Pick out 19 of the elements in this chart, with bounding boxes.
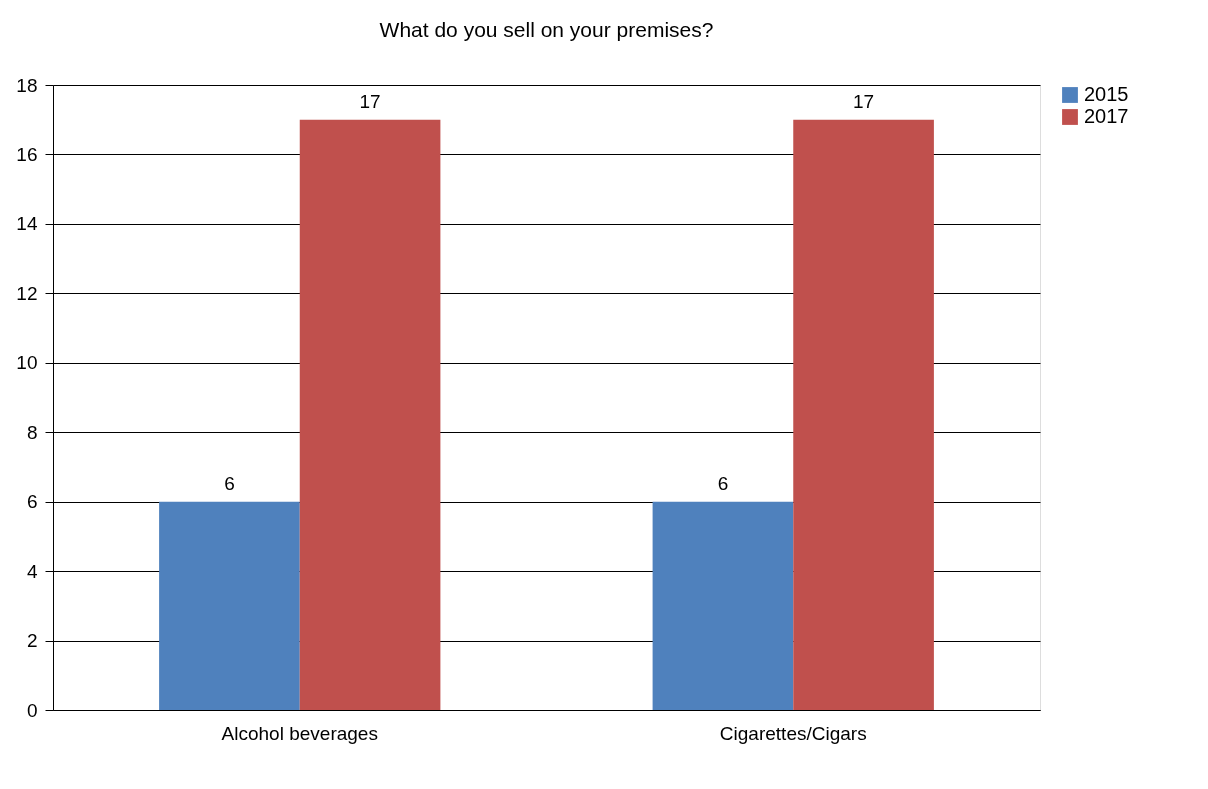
y-tick-label: 6 [26, 491, 38, 513]
y-tick-label: 8 [26, 421, 38, 443]
y-tick-label: 4 [26, 560, 38, 582]
legend-label: 2015 [1084, 83, 1129, 105]
legend-label: 2017 [1084, 105, 1129, 127]
y-tick-label: 18 [16, 74, 38, 96]
data-label: 17 [359, 90, 381, 112]
y-tick-label: 16 [16, 143, 38, 165]
x-tick-label: Cigarettes/Cigars [719, 722, 867, 744]
x-tick-label: Alcohol beverages [221, 722, 378, 744]
y-tick-label: 2 [26, 630, 38, 652]
y-tick-label: 0 [26, 699, 38, 721]
y-tick-label: 12 [16, 282, 38, 304]
y-tick-label: 14 [16, 213, 38, 235]
y-tick-label: 10 [16, 352, 38, 374]
chart-title: What do you sell on your premises? [379, 18, 714, 41]
data-label: 6 [224, 472, 235, 494]
data-label: 6 [717, 472, 729, 494]
data-label: 17 [853, 90, 875, 112]
